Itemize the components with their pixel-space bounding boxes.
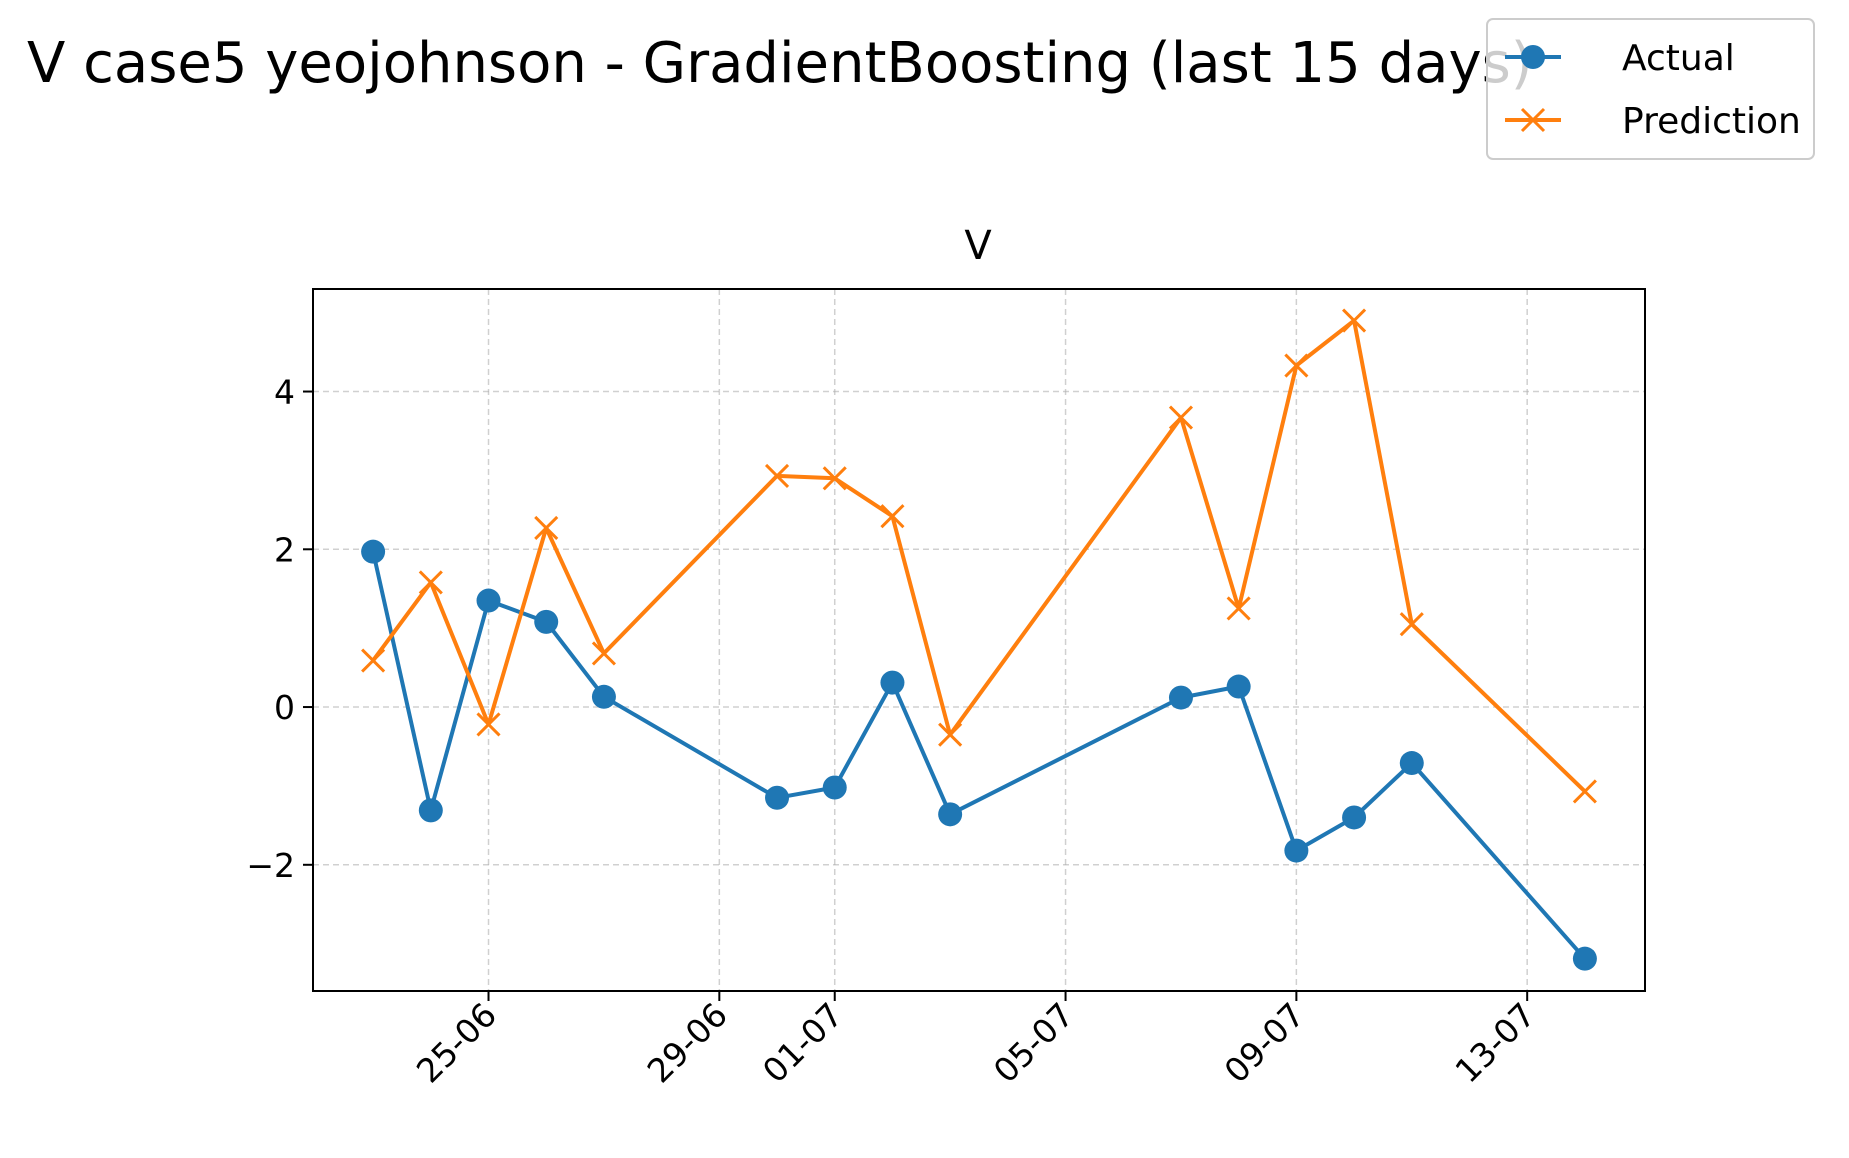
prediction-point xyxy=(1399,612,1424,637)
prediction-point xyxy=(938,722,963,747)
prediction-point xyxy=(1342,308,1367,333)
x-tick-label: 09-07 xyxy=(1217,995,1312,1090)
actual-point xyxy=(822,775,847,800)
prediction-point xyxy=(1226,596,1251,621)
actual-point xyxy=(1399,751,1424,776)
prediction-point xyxy=(822,466,847,491)
series-layer xyxy=(361,308,1597,971)
x-tick-label: 01-07 xyxy=(755,995,850,1090)
x-tick-label: 13-07 xyxy=(1447,995,1542,1090)
y-tick-label: 2 xyxy=(274,530,295,569)
actual-point xyxy=(591,684,616,709)
plot-frame xyxy=(312,288,1646,992)
actual-point xyxy=(880,670,905,695)
legend: Actual Prediction xyxy=(1486,18,1815,160)
prediction-point xyxy=(591,641,616,666)
subplot-title: V xyxy=(964,223,992,269)
x-tick-label: 29-06 xyxy=(640,995,735,1090)
x-tick-label: 25-06 xyxy=(409,995,504,1090)
actual-point xyxy=(1168,685,1193,710)
prediction-point xyxy=(534,515,559,541)
prediction-point xyxy=(1168,405,1194,430)
legend-actual-label: Actual xyxy=(1622,38,1735,79)
x-tick-label: 05-07 xyxy=(986,995,1081,1090)
chart-title: V case5 yeojohnson - GradientBoosting (l… xyxy=(27,31,1533,96)
y-tick-label: 0 xyxy=(274,688,295,727)
y-tick-label: 4 xyxy=(274,373,295,412)
legend-prediction-marker xyxy=(1520,107,1546,133)
actual-point xyxy=(1284,838,1309,863)
actual-point xyxy=(1226,674,1251,699)
actual-point xyxy=(765,785,790,810)
actual-point xyxy=(1572,946,1597,971)
actual-point xyxy=(418,798,443,823)
grid xyxy=(313,289,1645,991)
actual-point xyxy=(938,802,963,827)
actual-point xyxy=(534,609,559,634)
prediction-point xyxy=(418,570,443,595)
y-tick-label: −2 xyxy=(246,846,295,885)
legend-actual-marker xyxy=(1521,45,1545,69)
actual-point xyxy=(361,539,386,564)
prediction-point xyxy=(764,463,790,488)
prediction-point xyxy=(880,504,905,529)
actual-point xyxy=(1342,805,1367,830)
legend-frame xyxy=(1486,18,1815,160)
prediction-point xyxy=(1572,779,1597,804)
ticks: 25-06 29-06 01-07 05-07 09-07 13-07 −2 0 2 4 xyxy=(246,373,1543,1091)
legend-prediction-label: Prediction xyxy=(1622,101,1801,142)
prediction-point xyxy=(1284,353,1309,378)
actual-point xyxy=(476,588,501,613)
prediction-point xyxy=(476,712,501,737)
prediction-point xyxy=(361,648,386,673)
